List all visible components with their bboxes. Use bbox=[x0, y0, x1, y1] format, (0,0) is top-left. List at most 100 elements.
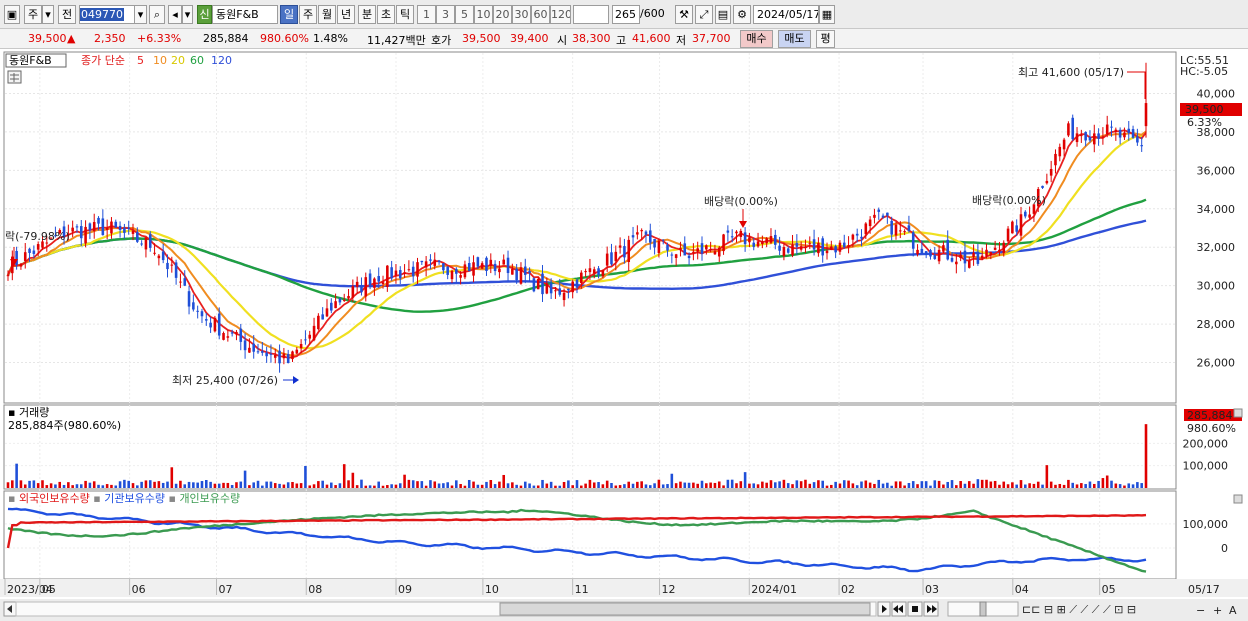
volume-bar bbox=[963, 483, 967, 488]
volume-bar bbox=[273, 483, 277, 488]
candle-body bbox=[881, 215, 885, 218]
volume-bar bbox=[213, 483, 217, 488]
volume-bar bbox=[562, 481, 566, 488]
volume-bar bbox=[1131, 484, 1135, 488]
interval-10[interactable]: 10 bbox=[474, 5, 493, 24]
kind-select[interactable]: 전 bbox=[58, 5, 76, 24]
save-icon[interactable]: ▤ bbox=[715, 5, 731, 24]
period-year[interactable]: 년 bbox=[337, 5, 355, 24]
market-dropdown-icon[interactable]: ▾ bbox=[42, 5, 54, 24]
candle-body bbox=[312, 325, 316, 341]
volume-bar bbox=[278, 483, 281, 488]
volume-bar bbox=[657, 479, 661, 488]
candle-body bbox=[308, 334, 312, 339]
zoom-plus-icon[interactable]: + bbox=[1213, 604, 1222, 617]
price-tick-label: 32,000 bbox=[1197, 241, 1236, 254]
zoom-text-icon[interactable]: A bbox=[1229, 604, 1237, 617]
period-month[interactable]: 월 bbox=[318, 5, 336, 24]
interval-30[interactable]: 30 bbox=[512, 5, 531, 24]
candle-body bbox=[450, 270, 454, 280]
interval-1[interactable]: 1 bbox=[417, 5, 436, 24]
market-select[interactable]: 주 bbox=[24, 5, 42, 24]
interval-3[interactable]: 3 bbox=[436, 5, 455, 24]
speaker-icon[interactable]: ◂ bbox=[168, 5, 182, 24]
candle-body bbox=[75, 226, 79, 228]
volume-bar bbox=[123, 479, 126, 488]
candle-body bbox=[920, 248, 924, 254]
volume-bar bbox=[894, 481, 898, 488]
period-second[interactable]: 초 bbox=[377, 5, 395, 24]
candle-body bbox=[364, 277, 368, 297]
stock-code-input[interactable]: 049770 bbox=[79, 5, 135, 24]
volume-bar bbox=[79, 484, 83, 488]
candle-body bbox=[614, 251, 618, 262]
volume-bar bbox=[717, 481, 721, 488]
volume-bar bbox=[88, 482, 92, 488]
interval-20[interactable]: 20 bbox=[493, 5, 512, 24]
candle-body bbox=[1110, 126, 1113, 128]
volume-bar bbox=[730, 479, 734, 488]
sell-button[interactable]: 매도 bbox=[778, 30, 811, 48]
stock-chart[interactable]: 26,000 28,000 30,000 32,000 34,000 36,000 38,0… bbox=[0, 49, 1248, 621]
price-tick-label: 28,000 bbox=[1197, 318, 1236, 331]
volume-bar bbox=[450, 485, 454, 488]
count-input[interactable]: 265 bbox=[612, 5, 640, 24]
interval-5[interactable]: 5 bbox=[455, 5, 474, 24]
zoom-minus-icon[interactable]: − bbox=[1196, 604, 1205, 617]
volume-bar bbox=[722, 485, 725, 488]
volume-bar bbox=[114, 485, 118, 488]
scroll-thumb[interactable] bbox=[499, 602, 871, 616]
buy-button[interactable]: 매수 bbox=[740, 30, 773, 48]
interval-custom-input[interactable] bbox=[573, 5, 609, 24]
zoom-slider-thumb[interactable] bbox=[979, 601, 987, 617]
price-tick-label: 36,000 bbox=[1197, 164, 1236, 177]
candle-body bbox=[351, 286, 355, 298]
candle-body bbox=[575, 279, 579, 288]
legend-ma60: 60 bbox=[190, 54, 204, 67]
legend-ma20: 20 bbox=[171, 54, 185, 67]
volume-bar bbox=[864, 480, 868, 488]
candle-body bbox=[36, 244, 40, 250]
volume-bar bbox=[1127, 483, 1131, 488]
calendar-icon[interactable]: ▦ bbox=[819, 5, 835, 24]
period-day[interactable]: 일 bbox=[280, 5, 298, 24]
date-input[interactable]: 2024/05/17 bbox=[753, 5, 819, 24]
holdings-collapse-icon[interactable] bbox=[1233, 494, 1243, 504]
volume-bar bbox=[903, 485, 906, 488]
candle-body bbox=[200, 311, 204, 317]
volume-bar bbox=[291, 481, 294, 488]
period-week[interactable]: 주 bbox=[299, 5, 317, 24]
candle-body bbox=[580, 272, 583, 283]
period-tick[interactable]: 틱 bbox=[396, 5, 414, 24]
gear-icon[interactable]: ⚙ bbox=[733, 5, 751, 24]
candle-body bbox=[1105, 124, 1109, 135]
candle-body bbox=[743, 232, 747, 245]
interval-60[interactable]: 60 bbox=[531, 5, 550, 24]
candle-body bbox=[799, 246, 803, 250]
indicator-icon[interactable]: ⚒ bbox=[675, 5, 693, 24]
volume-bar bbox=[15, 463, 18, 488]
candle-body bbox=[67, 233, 70, 235]
window-menu-icon[interactable]: ▣ bbox=[4, 5, 20, 24]
volume-bar bbox=[196, 482, 199, 488]
code-dropdown-icon[interactable]: ▾ bbox=[134, 5, 147, 24]
candle-body bbox=[498, 268, 501, 273]
interval-120[interactable]: 120 bbox=[550, 5, 571, 24]
volume-bar bbox=[1002, 481, 1006, 488]
volume-bar bbox=[575, 480, 579, 488]
volume-collapse-icon[interactable] bbox=[1233, 408, 1243, 418]
volume-bar bbox=[523, 481, 527, 488]
x-tick-label: 03 bbox=[925, 583, 939, 596]
volume-bar bbox=[377, 481, 381, 488]
stock-name-field[interactable]: 동원F&B bbox=[212, 5, 278, 24]
search-icon[interactable]: ⌕ bbox=[149, 5, 165, 24]
speaker-dropdown-icon[interactable]: ▾ bbox=[182, 5, 193, 24]
draw-tool-icon[interactable]: ⤢ bbox=[695, 5, 713, 24]
chart-tool-icons[interactable]: ⊏⊏ ⊟ ⊞ ⟋ ⟋ ⟋ ⟋ ⊡ ⊟ bbox=[1022, 603, 1136, 616]
volume-bar bbox=[782, 479, 786, 488]
eval-button[interactable]: 평 bbox=[816, 30, 835, 48]
volume-bar bbox=[75, 484, 79, 488]
period-minute[interactable]: 분 bbox=[358, 5, 376, 24]
candle-body bbox=[1088, 136, 1092, 141]
candle-body bbox=[174, 262, 178, 278]
